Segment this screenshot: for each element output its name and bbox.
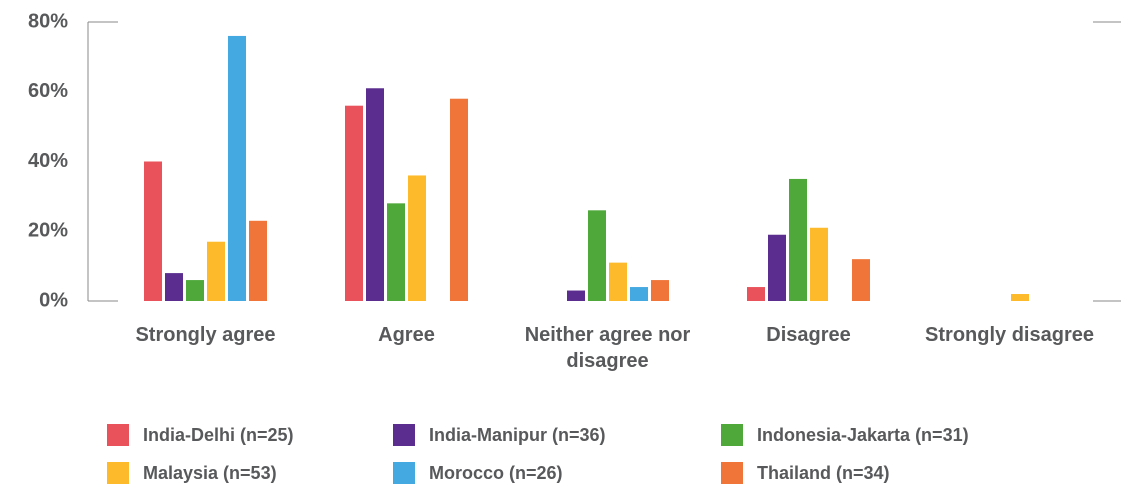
legend-item: Morocco (n=26) (393, 462, 563, 484)
bar (789, 178, 807, 301)
y-tick-label: 40% (28, 150, 68, 172)
legend-label: Malaysia (n=53) (143, 462, 277, 483)
legend-label: Morocco (n=26) (429, 462, 563, 483)
y-tick-label: 80% (28, 10, 68, 32)
legend-swatch (721, 424, 743, 446)
bar (366, 88, 384, 301)
bar (207, 241, 225, 301)
bar (630, 287, 648, 301)
x-tick-label: Neither agree nor disagree (524, 324, 691, 372)
bar (345, 105, 363, 301)
bar (249, 220, 267, 301)
legend-swatch (393, 424, 415, 446)
bar (651, 280, 669, 301)
legend-item: India-Manipur (n=36) (393, 424, 606, 446)
bar (387, 203, 405, 301)
bar (408, 175, 426, 301)
legend-swatch (107, 424, 129, 446)
x-tick-label: Agree (378, 324, 435, 346)
bar (588, 210, 606, 301)
bar (810, 227, 828, 301)
legend-item: Malaysia (n=53) (107, 462, 277, 484)
bar (1011, 294, 1029, 301)
bar (768, 234, 786, 301)
bar (228, 35, 246, 301)
bar (609, 262, 627, 301)
legend-label: India-Delhi (n=25) (143, 424, 294, 445)
y-tick-label: 20% (28, 220, 68, 242)
bar (567, 290, 585, 301)
legend-label: Thailand (n=34) (757, 462, 890, 483)
legend-item: Indonesia-Jakarta (n=31) (721, 424, 969, 446)
bar (450, 98, 468, 301)
bar (165, 273, 183, 301)
y-tick-label: 60% (28, 80, 68, 102)
legend-swatch (393, 462, 415, 484)
legend-item: Thailand (n=34) (721, 462, 890, 484)
x-tick-label: Strongly agree (135, 324, 276, 346)
legend-item: India-Delhi (n=25) (107, 424, 294, 446)
legend-swatch (721, 462, 743, 484)
bar (144, 161, 162, 301)
x-tick-label: Disagree (766, 324, 851, 346)
bar (852, 259, 870, 301)
y-tick-label: 0% (39, 289, 68, 311)
bar (186, 280, 204, 301)
bar (747, 287, 765, 301)
legend-swatch (107, 462, 129, 484)
x-tick-label: Strongly disagree (925, 324, 1094, 346)
legend-label: Indonesia-Jakarta (n=31) (757, 424, 969, 445)
legend-label: India-Manipur (n=36) (429, 424, 606, 445)
